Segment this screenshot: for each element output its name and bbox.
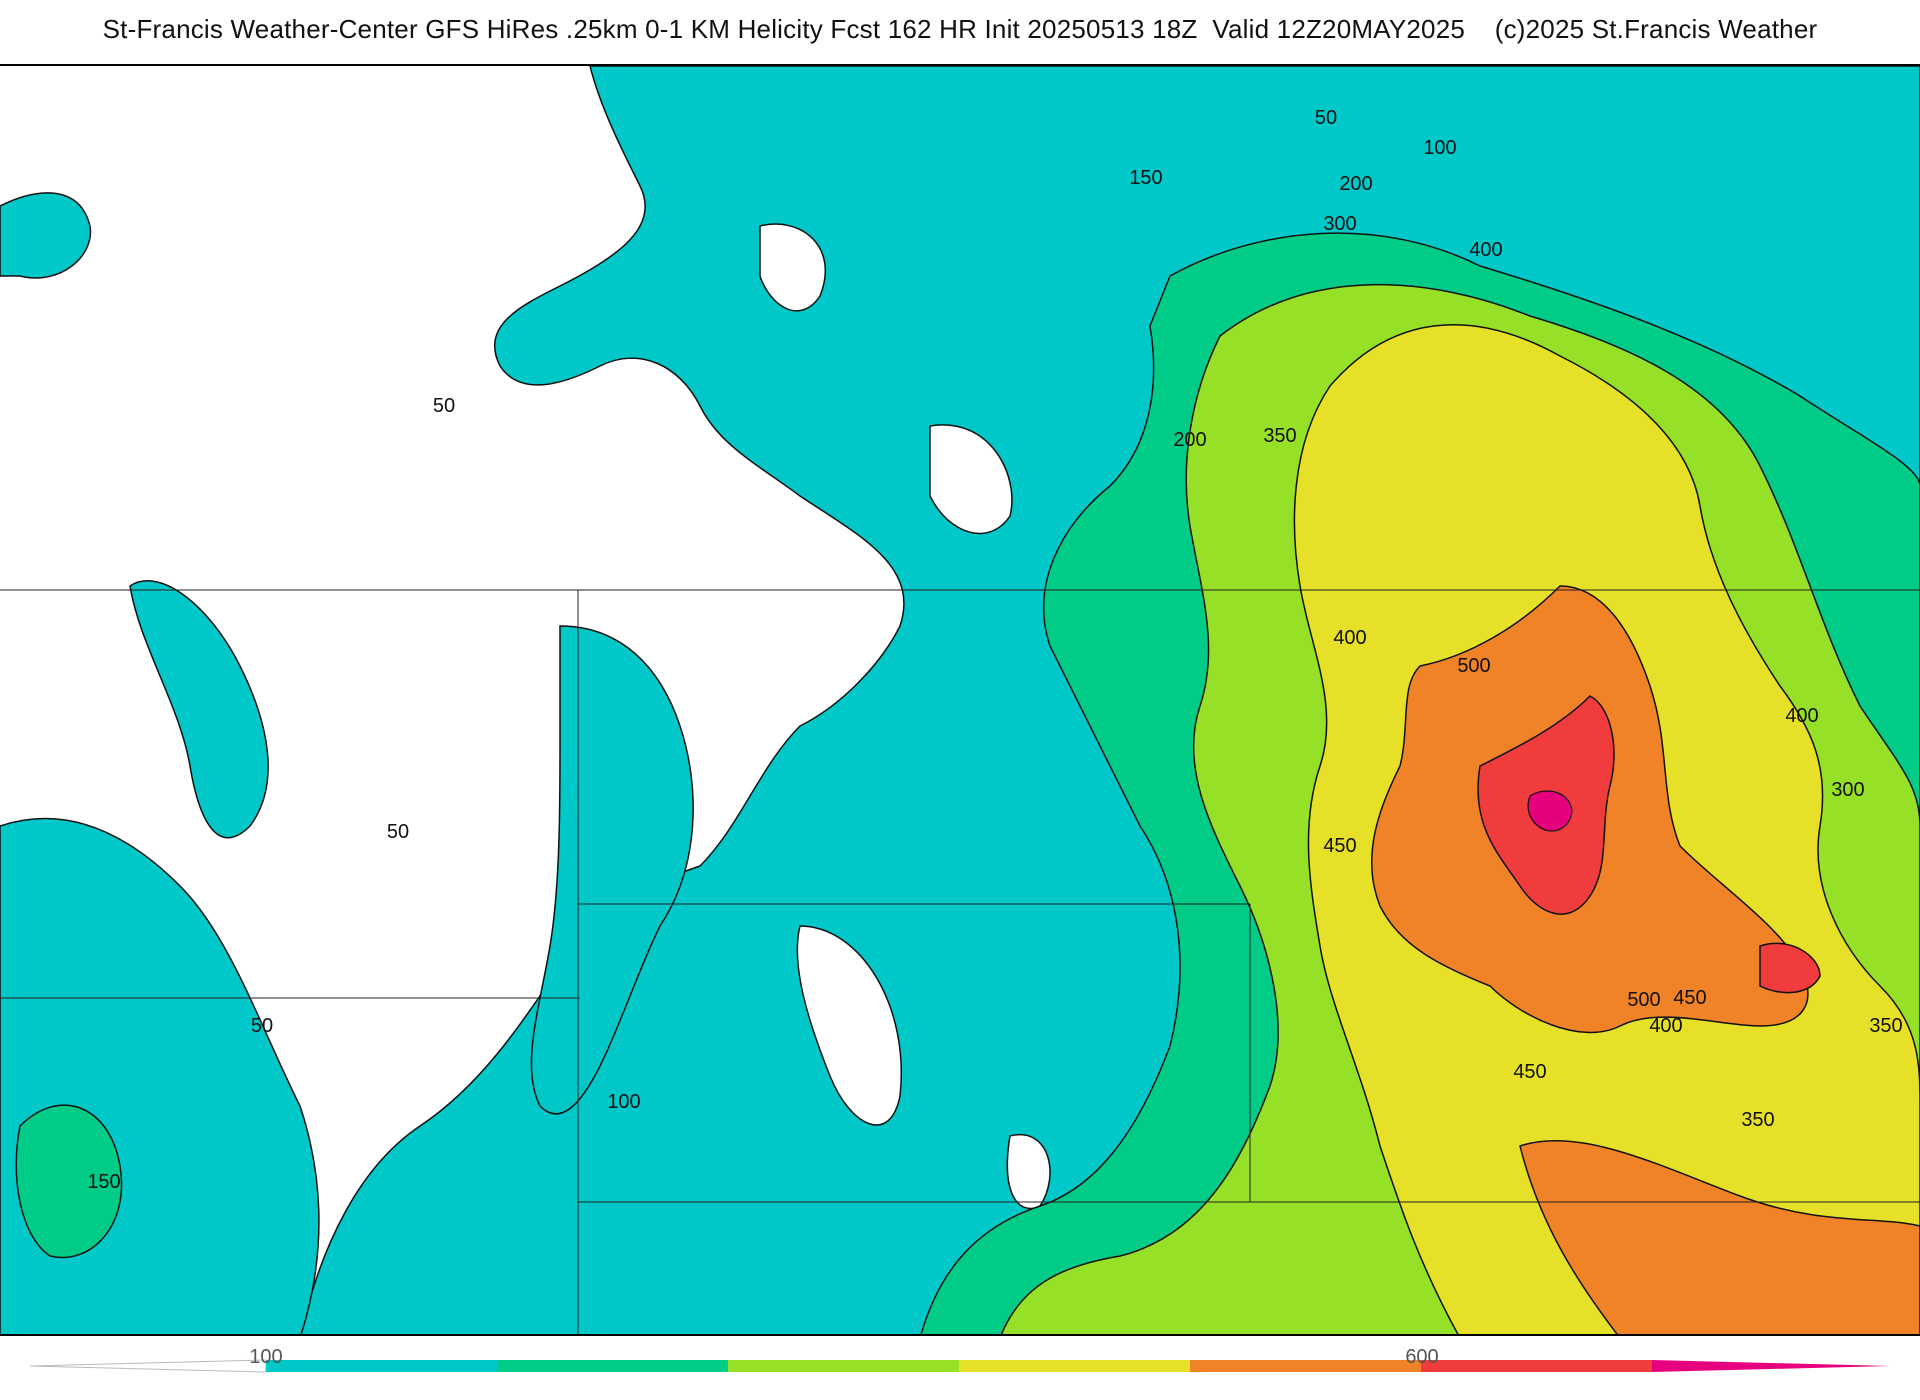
orange-region-south [1519,1139,1920,1334]
contour-labels: 50 100 150 200 300 400 50 200 350 400 50… [87,107,1902,1193]
contour-label: 200 [1173,429,1206,451]
helicity-map: 50 100 150 200 300 400 50 200 350 400 50… [0,64,1920,1336]
magenta-region-max [1527,790,1573,832]
white-hole-2 [929,424,1013,535]
contour-label: 350 [1263,425,1296,447]
map-canvas: 50 100 150 200 300 400 50 200 350 400 50… [0,66,1920,1334]
cyan-region-sw-band [129,580,269,839]
colorbar-segment [728,1360,959,1372]
helicity-fill-650 [1527,790,1573,832]
colorbar-segment [266,1360,497,1372]
colorbar-tick-label: 100 [249,1346,283,1368]
contour-label: 50 [1315,107,1337,129]
contour-label: 350 [1869,1015,1902,1037]
white-hole-1 [759,223,826,312]
contour-label: 350 [1741,1109,1774,1131]
contour-label: 150 [87,1171,120,1193]
contour-label: 200 [1339,173,1372,195]
state-boundaries [0,589,1920,1334]
contour-label: 400 [1785,705,1818,727]
cyan-region-center [530,625,694,1115]
red-region-se [1759,942,1821,994]
contour-label: 400 [1649,1015,1682,1037]
contour-label: 500 [1457,655,1490,677]
cyan-region-nw [0,192,92,279]
contour-label: 50 [387,821,409,843]
colorbar-segment [959,1360,1190,1372]
contour-label: 500 [1627,989,1660,1011]
contour-label: 100 [1423,137,1456,159]
map-title: St-Francis Weather-Center GFS HiRes .25k… [102,14,1818,44]
white-hole-3 [796,925,902,1126]
contour-label: 50 [433,395,455,417]
contour-label: 300 [1831,779,1864,801]
colorbar-arrow-low [29,1359,267,1373]
colorbar-segment [1421,1360,1652,1372]
contour-label: 400 [1469,239,1502,261]
colorbar-tick-label: 600 [1405,1346,1439,1368]
contour-label: 450 [1323,835,1356,857]
colorbar-arrow-high [1652,1360,1890,1372]
contour-label: 50 [251,1015,273,1037]
colorbar [29,1359,1890,1373]
contour-label: 300 [1323,213,1356,235]
green-region-west [15,1104,123,1259]
contour-label: 150 [1129,167,1162,189]
contour-label: 450 [1673,987,1706,1009]
colorbar-segment [497,1360,728,1372]
cyan-region-west [0,817,320,1334]
contour-label: 450 [1513,1061,1546,1083]
colorbar-segment [1190,1360,1421,1372]
colorbar-segments [29,1359,1890,1373]
contour-label: 400 [1333,627,1366,649]
contour-label: 100 [607,1091,640,1113]
